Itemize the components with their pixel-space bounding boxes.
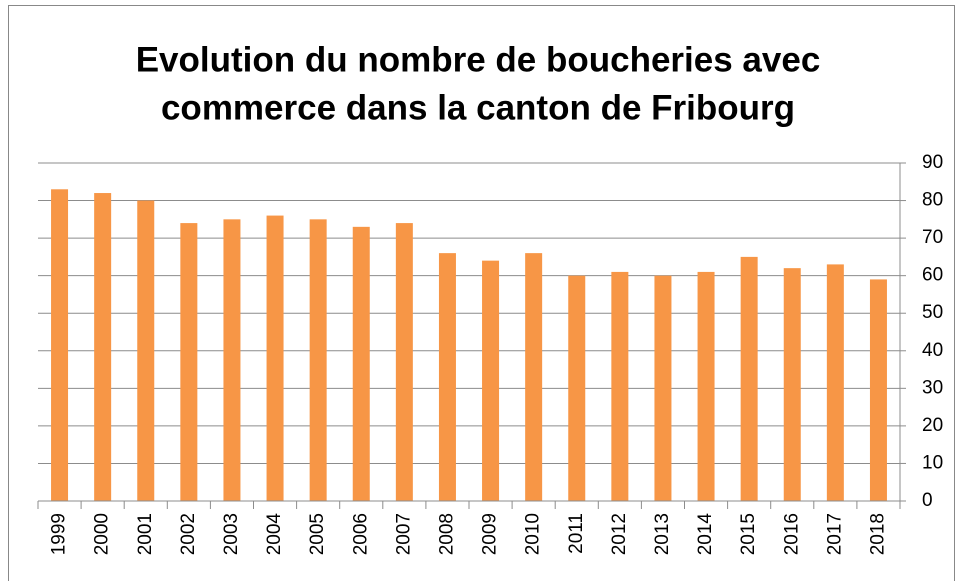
x-tick-label: 2012 (609, 513, 630, 555)
x-tick-label: 2004 (264, 513, 285, 556)
y-tick-label: 40 (922, 340, 943, 361)
y-tick-label: 20 (922, 415, 943, 436)
bar (697, 271, 715, 501)
bar (266, 215, 284, 502)
y-tick-label: 10 (922, 452, 943, 473)
y-tick-label: 60 (922, 265, 943, 286)
x-tick-label: 2005 (307, 513, 328, 555)
bar (352, 226, 370, 501)
x-tick-label: 2009 (480, 513, 501, 555)
x-tick-label: 2001 (135, 513, 156, 555)
x-tick-label: 2007 (393, 513, 414, 555)
bar (180, 223, 198, 502)
bar (869, 279, 887, 501)
x-tick-label: 2017 (824, 513, 845, 555)
bar (309, 219, 327, 502)
x-tick-label: 2010 (523, 513, 544, 555)
x-tick-label: 2015 (738, 513, 759, 555)
x-tick-label: 2000 (92, 513, 113, 555)
x-tick-label: 2006 (350, 513, 371, 555)
x-tick-label: 2016 (781, 513, 802, 555)
bar (482, 260, 500, 501)
chart-title: commerce dans la canton de Fribourg (161, 88, 795, 127)
x-tick-label: 2008 (436, 513, 457, 555)
x-tick-label: 2002 (178, 513, 199, 555)
bar (137, 200, 155, 502)
x-tick-label: 2013 (652, 513, 673, 555)
bar (94, 193, 112, 502)
y-tick-label: 0 (922, 490, 933, 511)
y-tick-label: 30 (922, 377, 943, 398)
bar (525, 253, 543, 501)
bar (740, 256, 758, 501)
bar (826, 264, 844, 501)
bar (223, 219, 241, 502)
x-tick-label: 2018 (867, 513, 888, 555)
x-tick-label: 2011 (566, 513, 587, 554)
bar (438, 253, 456, 501)
y-tick-label: 90 (922, 152, 943, 173)
bar (568, 275, 586, 501)
bar (51, 189, 69, 502)
y-tick-label: 80 (922, 190, 943, 211)
bar (654, 275, 672, 501)
x-tick-label: 2003 (221, 513, 242, 555)
bar (611, 271, 629, 501)
bar (395, 223, 413, 502)
x-tick-label: 1999 (49, 513, 70, 555)
chart-title: Evolution du nombre de boucheries avec (136, 40, 821, 79)
y-tick-label: 50 (922, 302, 943, 323)
x-tick-label: 2014 (695, 513, 716, 556)
y-tick-label: 70 (922, 227, 943, 248)
bar (783, 268, 801, 501)
